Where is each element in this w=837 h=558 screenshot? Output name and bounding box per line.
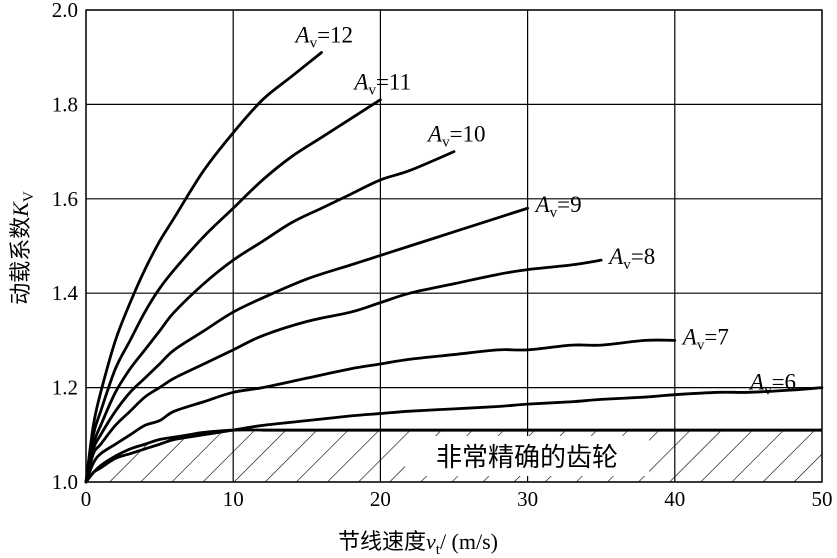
- y-axis-label: 动载系数: [9, 217, 34, 305]
- svg-text:动载系数KV: 动载系数KV: [8, 191, 37, 305]
- x-tick-label-0: 0: [81, 487, 92, 511]
- y-tick-label-2: 1.4: [52, 281, 79, 305]
- series-label-symbol-3: A: [534, 192, 551, 217]
- series-label-symbol-1: A: [352, 70, 369, 95]
- series-label-subscript-2: v: [442, 135, 450, 151]
- y-tick-label-0: 1.0: [52, 470, 78, 494]
- y-tick-label-4: 1.8: [52, 92, 78, 116]
- series-label-value-3: =9: [557, 192, 581, 217]
- series-line-2: [84, 150, 456, 484]
- series-label-value-2: =10: [450, 122, 486, 147]
- series-label-value-5: =7: [704, 324, 728, 349]
- series-label-symbol-6: A: [748, 370, 765, 395]
- series-label-5: Av=7: [681, 324, 729, 353]
- x-axis-title: 节线速度vt/ (m/s): [338, 529, 498, 558]
- series-label-value-4: =8: [631, 244, 655, 269]
- series-label-value-6: =6: [772, 370, 796, 395]
- series-label-4: Av=8: [607, 244, 655, 273]
- tick-labels: 0 10 20 30 40 50 1.0 1.2 1.4 1.6 1.8 2.0: [52, 0, 833, 511]
- x-axis-unit: / (m/s): [440, 529, 498, 554]
- x-tick-label-2: 20: [370, 487, 391, 511]
- series-label-value-0: =12: [317, 22, 353, 47]
- x-axis-label: 节线速度: [338, 530, 426, 555]
- y-tick-label-1: 1.2: [52, 376, 78, 400]
- plot-frame: [85, 9, 823, 483]
- series-label-symbol-0: A: [294, 22, 311, 47]
- series-line-0: [84, 51, 323, 484]
- x-tick-label-4: 40: [664, 487, 685, 511]
- x-tick-label-3: 30: [517, 487, 538, 511]
- series-label-symbol-5: A: [681, 324, 698, 349]
- x-axis-symbol: v: [426, 529, 436, 554]
- series-label-subscript-0: v: [310, 35, 318, 51]
- series-label-1: Av=11: [352, 70, 411, 99]
- y-tick-label-3: 1.6: [52, 187, 78, 211]
- series-label-0: Av=12: [294, 22, 354, 51]
- series-line-5: [84, 338, 677, 484]
- series-line-6: [84, 386, 824, 484]
- precision-gear-label-background: [405, 436, 649, 476]
- series-line-7: [84, 428, 265, 484]
- series-label-symbol-2: A: [426, 122, 443, 147]
- precision-gear-label: 非常精确的齿轮: [436, 443, 618, 473]
- series-label-subscript-3: v: [550, 205, 558, 221]
- series-line-4: [84, 258, 603, 484]
- series-label-3: Av=9: [534, 192, 582, 221]
- series-label-subscript-5: v: [697, 337, 705, 353]
- series-line-1: [84, 98, 382, 484]
- x-tick-label-1: 10: [223, 487, 244, 511]
- series-label-subscript-6: v: [764, 383, 772, 399]
- series-label-value-1: =11: [376, 70, 411, 95]
- series-label-6: Av=6: [748, 370, 796, 399]
- x-axis-subscript: t: [436, 542, 441, 558]
- y-tick-label-5: 2.0: [52, 0, 78, 22]
- axes: [85, 9, 823, 483]
- series-label-subscript-1: v: [368, 83, 376, 99]
- series-line-3: [84, 206, 529, 484]
- y-axis-symbol: K: [8, 201, 33, 218]
- series-curves: [84, 51, 824, 484]
- series-label-2: Av=10: [426, 122, 486, 151]
- x-tick-label-5: 50: [812, 487, 833, 511]
- series-label-subscript-4: v: [623, 257, 631, 273]
- y-axis-subscript: V: [21, 191, 37, 202]
- series-label-symbol-4: A: [607, 244, 624, 269]
- precision-gear-region: [86, 428, 822, 482]
- y-axis-title: 动载系数KV: [8, 191, 37, 305]
